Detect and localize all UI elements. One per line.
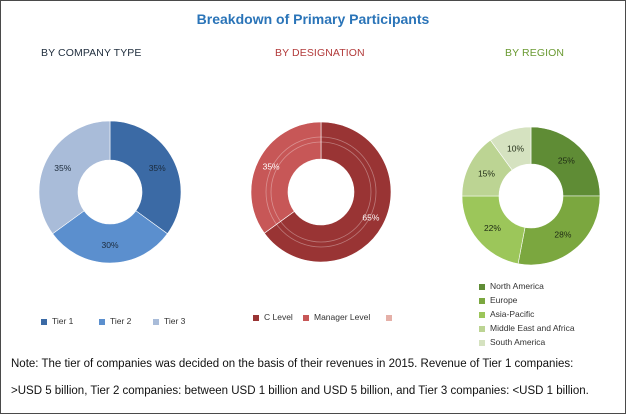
data-label-region-0: 25% — [558, 156, 575, 166]
slice-company-type-tier-3 — [38, 120, 111, 235]
legend-item-c-level-label: C Level — [264, 312, 293, 322]
legend-item-middle-east-and-africa-label: Middle East and Africa — [490, 323, 575, 333]
subtitle-company-type: BY COMPANY TYPE — [41, 47, 142, 59]
legend-item-blank-swatch — [386, 314, 392, 321]
legend-item-tier-1-swatch — [41, 318, 47, 325]
data-label-designation-0: 65% — [362, 212, 379, 222]
decorative-ring-1 — [270, 141, 372, 243]
data-label-company-type-2: 35% — [54, 163, 71, 173]
legend-item-asia-pacific-swatch — [479, 311, 485, 318]
chart-title: Breakdown of Primary Participants — [196, 11, 430, 27]
legend-item-manager-level: Manager Level — [303, 312, 370, 322]
legend-region: North America Europe Asia-Pacific Middle Ea… — [479, 279, 575, 349]
legend-item-south-america: South America — [479, 335, 575, 349]
legend-item-north-america: North America — [479, 279, 575, 293]
subtitle-designation: BY DESIGNATION — [275, 47, 365, 59]
data-label-region-3: 15% — [478, 168, 495, 178]
data-label-region-2: 22% — [484, 223, 501, 233]
data-label-company-type-1: 30% — [101, 240, 118, 250]
legend-item-europe-swatch — [479, 297, 485, 304]
note-line-1: Note: The tier of companies was decided … — [11, 358, 574, 370]
legend-item-tier-3-label: Tier 3 — [164, 316, 186, 326]
legend-item-tier-1-label: Tier 1 — [52, 316, 74, 326]
legend-item-asia-pacific-label: Asia-Pacific — [490, 309, 535, 319]
note-line-2: >USD 5 billion, Tier 2 companies: betwee… — [11, 385, 589, 397]
legend-item-c-level-swatch — [253, 314, 259, 321]
legend-item-middle-east-and-africa-swatch — [479, 325, 485, 332]
legend-item-europe-label: Europe — [490, 295, 518, 305]
slice-region-south-america — [490, 126, 532, 171]
legend-item-tier-2-swatch — [99, 318, 105, 325]
legend-item-tier-3-swatch — [153, 318, 159, 325]
legend-item-north-america-swatch — [479, 283, 485, 290]
subtitle-region: BY REGION — [505, 47, 565, 59]
data-label-company-type-0: 35% — [149, 163, 166, 173]
legend-item-manager-level-swatch — [303, 314, 309, 321]
legend-item-tier-2: Tier 2 — [99, 316, 131, 326]
legend-item-blank — [386, 312, 397, 322]
legend-item-asia-pacific: Asia-Pacific — [479, 307, 575, 321]
slice-company-type-tier-2 — [52, 210, 168, 264]
legend-item-tier-2-label: Tier 2 — [110, 316, 132, 326]
legend-item-tier-3: Tier 3 — [153, 316, 185, 326]
data-label-region-1: 28% — [554, 230, 571, 240]
legend-item-middle-east-and-africa: Middle East and Africa — [479, 321, 575, 335]
legend-item-c-level: C Level — [253, 312, 293, 322]
slice-region-europe — [517, 195, 601, 266]
donut-charts: 35% 30% 35% 65% 35% 25% 28% 22% 15% 10% — [38, 120, 601, 266]
slice-designation-c-level — [263, 121, 392, 263]
legend-item-tier-1: Tier 1 — [41, 316, 73, 326]
slice-company-type-tier-1 — [109, 120, 182, 235]
decorative-ring-0 — [265, 136, 377, 248]
slice-designation-manager-level — [250, 121, 322, 234]
legend-item-south-america-swatch — [479, 339, 485, 346]
data-label-designation-1: 35% — [263, 162, 280, 172]
legend-item-north-america-label: North America — [490, 281, 544, 291]
legend-item-europe: Europe — [479, 293, 575, 307]
slice-region-north-america — [530, 126, 601, 197]
data-label-region-4: 10% — [507, 143, 524, 153]
legend-item-south-america-label: South America — [490, 337, 546, 347]
legend-item-manager-level-label: Manager Level — [314, 312, 371, 322]
